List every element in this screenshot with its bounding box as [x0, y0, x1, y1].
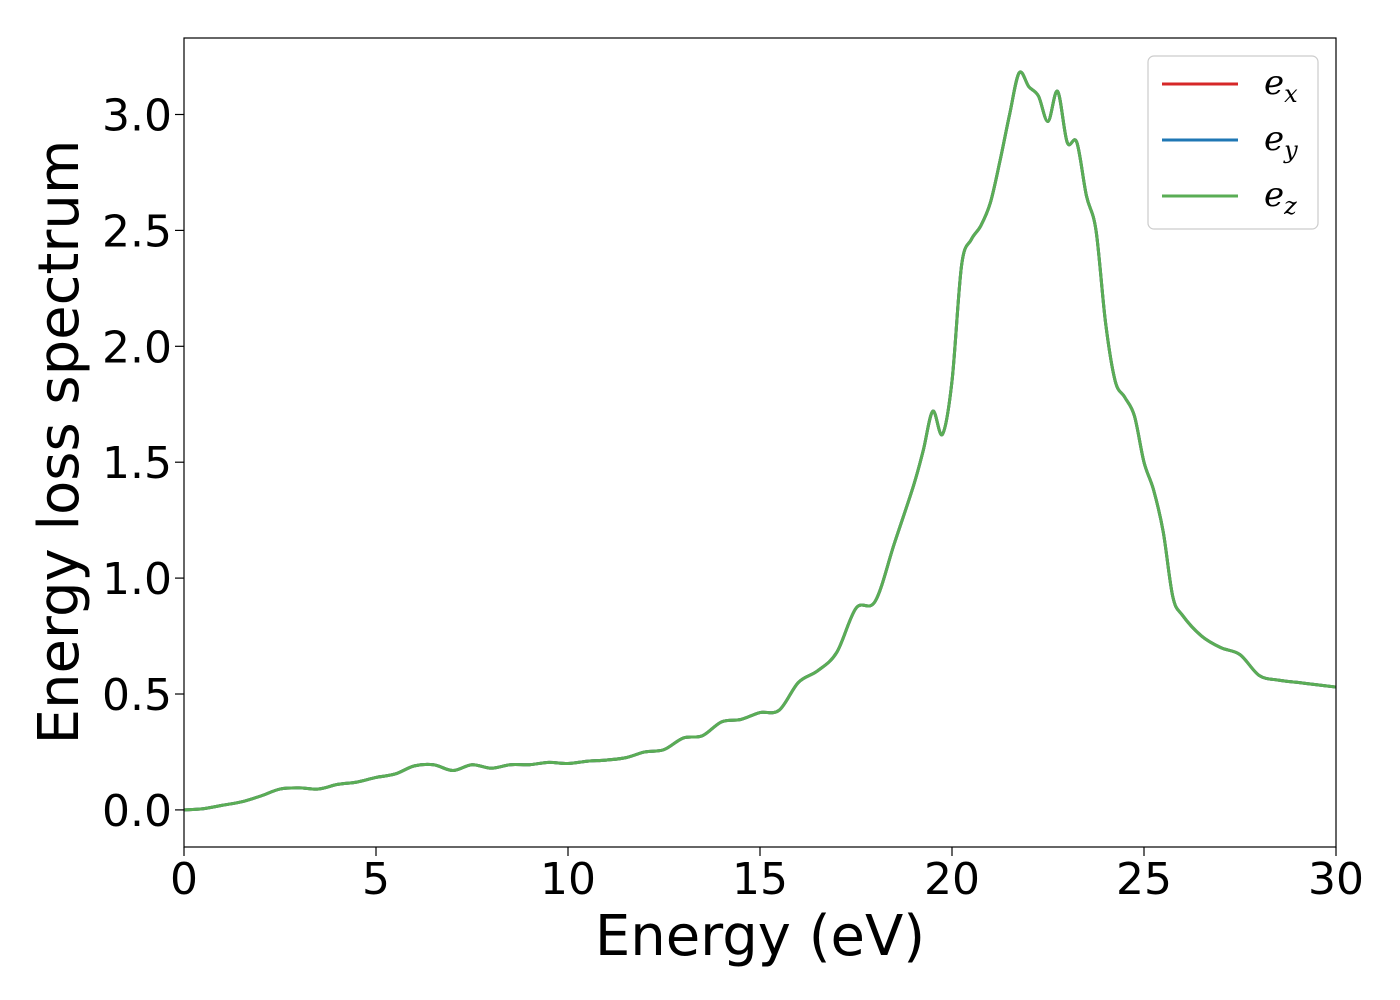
- plot-lines: [183, 70, 1337, 812]
- y-tick-label: 1.0: [102, 554, 172, 605]
- y-tick-label: 2.0: [102, 322, 172, 373]
- x-tick-label: 15: [732, 854, 788, 905]
- y-axis-label: Energy loss spectrum: [27, 140, 92, 745]
- y-tick-label: 1.5: [102, 438, 172, 489]
- x-tick-label: 5: [362, 854, 390, 905]
- series-line-ez: [183, 70, 1337, 812]
- legend-box: [1147, 55, 1319, 230]
- x-tick-label: 0: [170, 854, 198, 905]
- x-axis-ticks: 0 5 10 15 20 25 30: [170, 847, 1364, 905]
- x-tick-label: 25: [1116, 854, 1172, 905]
- y-tick-label: 0.0: [102, 786, 172, 837]
- y-axis-ticks: 0.0 0.5 1.0 1.5 2.0 2.5 3.0: [102, 90, 184, 837]
- y-tick-label: 2.5: [102, 206, 172, 257]
- x-tick-label: 10: [540, 854, 596, 905]
- y-tick-label: 0.5: [102, 670, 172, 721]
- x-tick-label: 20: [924, 854, 980, 905]
- legend-label-ez: ez: [1264, 175, 1297, 220]
- x-tick-label: 30: [1308, 854, 1364, 905]
- x-axis-label: Energy (eV): [595, 904, 925, 969]
- y-tick-label: 3.0: [102, 90, 172, 141]
